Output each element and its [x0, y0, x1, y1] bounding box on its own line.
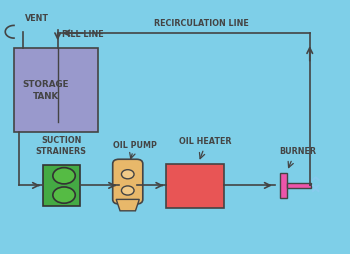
- Circle shape: [121, 170, 134, 179]
- Circle shape: [53, 187, 75, 203]
- Bar: [166, 164, 224, 208]
- Text: RECIRCULATION LINE: RECIRCULATION LINE: [154, 19, 248, 28]
- Text: OIL PUMP: OIL PUMP: [113, 141, 157, 150]
- Text: OIL HEATER: OIL HEATER: [179, 137, 232, 146]
- Polygon shape: [116, 199, 139, 211]
- Text: STORAGE
TANK: STORAGE TANK: [23, 80, 69, 101]
- Text: SUCTION
STRAINERS: SUCTION STRAINERS: [36, 136, 87, 156]
- Text: VENT: VENT: [25, 14, 49, 23]
- Bar: [43, 165, 80, 206]
- Bar: [280, 173, 287, 198]
- FancyBboxPatch shape: [113, 159, 143, 204]
- Bar: [287, 183, 311, 188]
- Text: FILL LINE: FILL LINE: [62, 30, 104, 39]
- Bar: [14, 48, 98, 132]
- Circle shape: [53, 168, 75, 184]
- Text: BURNER: BURNER: [279, 147, 316, 156]
- Circle shape: [121, 186, 134, 195]
